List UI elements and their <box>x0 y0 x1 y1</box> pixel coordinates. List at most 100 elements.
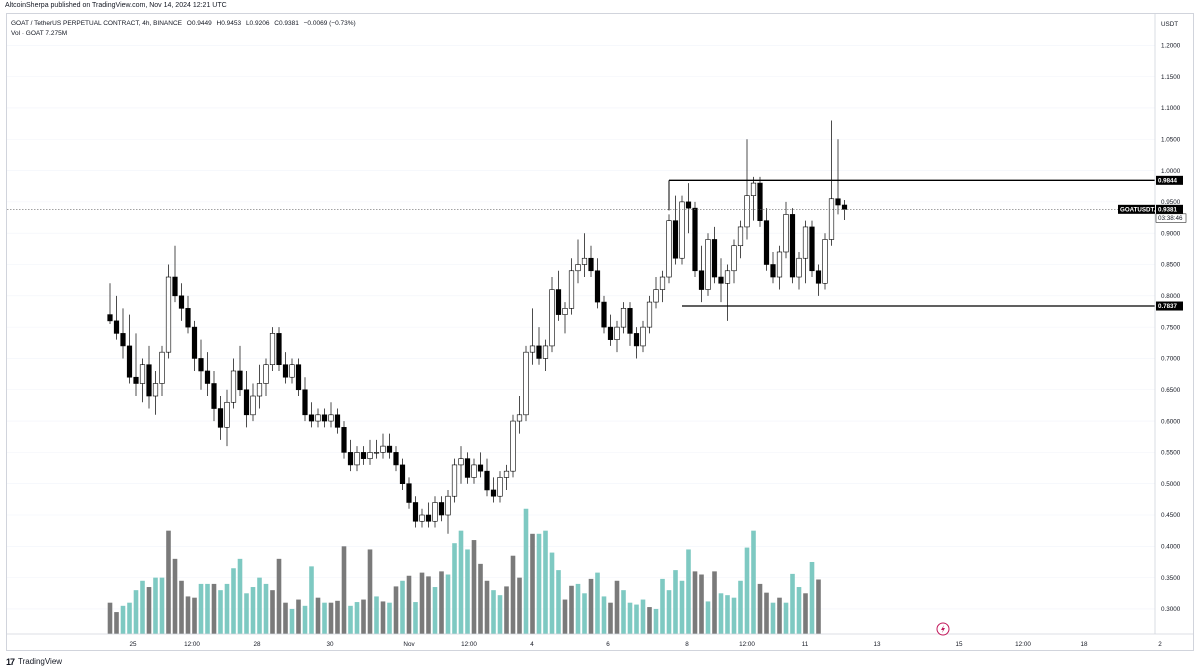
volume-bar <box>367 549 373 634</box>
candle-body <box>601 301 607 328</box>
candle-body <box>776 251 783 278</box>
candle <box>731 239 737 284</box>
volume-bar <box>127 602 132 634</box>
x-tick-label: 28 <box>253 641 261 648</box>
time-axis[interactable] <box>7 634 1194 651</box>
volume-bar <box>530 533 535 634</box>
candle <box>672 195 679 265</box>
candle-body <box>445 495 451 516</box>
y-tick-label: 0.5000 <box>1161 481 1181 488</box>
x-tick-label: 6 <box>606 641 610 648</box>
candle <box>750 176 757 221</box>
candle-body <box>620 308 627 328</box>
candle <box>666 214 672 284</box>
candle <box>282 352 289 384</box>
candle <box>289 358 295 384</box>
candle <box>705 233 711 296</box>
candle-body <box>770 264 776 278</box>
candle-body <box>542 345 549 359</box>
candle-body <box>555 289 562 315</box>
candle <box>172 245 178 303</box>
candle-body <box>724 270 731 284</box>
candle <box>250 383 256 422</box>
volume-bar <box>803 593 808 634</box>
volume-bar <box>432 587 438 634</box>
price-axis[interactable] <box>1155 14 1194 634</box>
candle <box>406 477 412 509</box>
candle-body <box>367 452 373 459</box>
candle <box>360 446 367 465</box>
range-box[interactable] <box>668 179 1155 307</box>
legend: GOAT / TetherUS PERPETUAL CONTRACT, 4h, … <box>11 19 359 39</box>
candle-body <box>516 414 523 422</box>
candle-body <box>568 270 575 309</box>
volume-bar <box>354 602 360 634</box>
volume-bar <box>692 571 698 634</box>
volume-bar <box>608 602 613 634</box>
candle-body <box>653 289 659 303</box>
chart-pane[interactable]: USDT 1.2000 1.1500 1.1000 1.0500 1.0000 0.950… <box>6 13 1194 651</box>
replay-icon[interactable] <box>936 622 950 636</box>
x-tick-label: 18 <box>1080 641 1088 648</box>
candle <box>198 339 204 390</box>
volume-bar <box>718 593 724 634</box>
candle-body <box>373 452 380 454</box>
candle-body <box>614 326 620 340</box>
candle <box>295 358 302 397</box>
price-chart[interactable]: USDT 1.2000 1.1500 1.1000 1.0500 1.0000 0.950… <box>7 14 1194 651</box>
tradingview-wordmark[interactable]: TradingView <box>18 657 63 666</box>
candle <box>835 139 841 215</box>
candle-body <box>185 308 191 328</box>
candle <box>412 496 419 528</box>
candle <box>614 320 620 353</box>
candle-body <box>191 326 198 359</box>
countdown-badge <box>1155 213 1187 223</box>
candle <box>211 370 217 422</box>
candle <box>555 270 562 321</box>
legend-high: H0.9453 <box>216 20 242 27</box>
volume-bar <box>276 558 282 634</box>
candle-body <box>646 301 653 328</box>
volume-bar <box>757 583 763 634</box>
candle-body <box>659 276 666 290</box>
candle <box>575 239 581 284</box>
volume-bar <box>114 612 119 634</box>
volume-bar <box>627 602 633 634</box>
candle-body <box>282 364 289 378</box>
candle <box>269 327 276 371</box>
candle-body <box>178 295 185 309</box>
volume-bar <box>296 599 301 634</box>
candle-body <box>828 198 835 240</box>
tradingview-logo-icon[interactable]: 17 <box>6 657 15 667</box>
candle <box>685 183 692 234</box>
volume-layer <box>107 508 821 634</box>
y-tick-label: 0.9000 <box>1161 230 1181 237</box>
candle <box>347 439 354 472</box>
candle-body <box>841 204 848 210</box>
range-bottom-badge-text: 0.7837 <box>1158 303 1177 310</box>
y-tick-label: 1.0500 <box>1161 136 1181 143</box>
candle <box>276 327 282 371</box>
candle-body <box>640 326 646 347</box>
candle-body <box>822 239 828 284</box>
candle <box>256 364 263 409</box>
candle-body <box>328 414 334 422</box>
candle <box>763 208 770 271</box>
candle <box>419 508 425 528</box>
candle <box>191 320 198 371</box>
candle-body <box>809 226 815 272</box>
volume-bar <box>237 558 243 634</box>
volume-bar <box>471 540 477 634</box>
volume-bar <box>686 549 691 634</box>
candle <box>185 295 191 334</box>
candle <box>393 446 399 472</box>
candle <box>386 433 393 459</box>
candle <box>354 446 360 472</box>
candle <box>841 200 848 221</box>
x-tick-label: 12:00 <box>1015 641 1031 648</box>
candle <box>516 396 523 434</box>
candle <box>679 195 685 265</box>
candle <box>399 458 406 490</box>
candle <box>744 139 750 240</box>
volume-bar <box>328 602 334 634</box>
